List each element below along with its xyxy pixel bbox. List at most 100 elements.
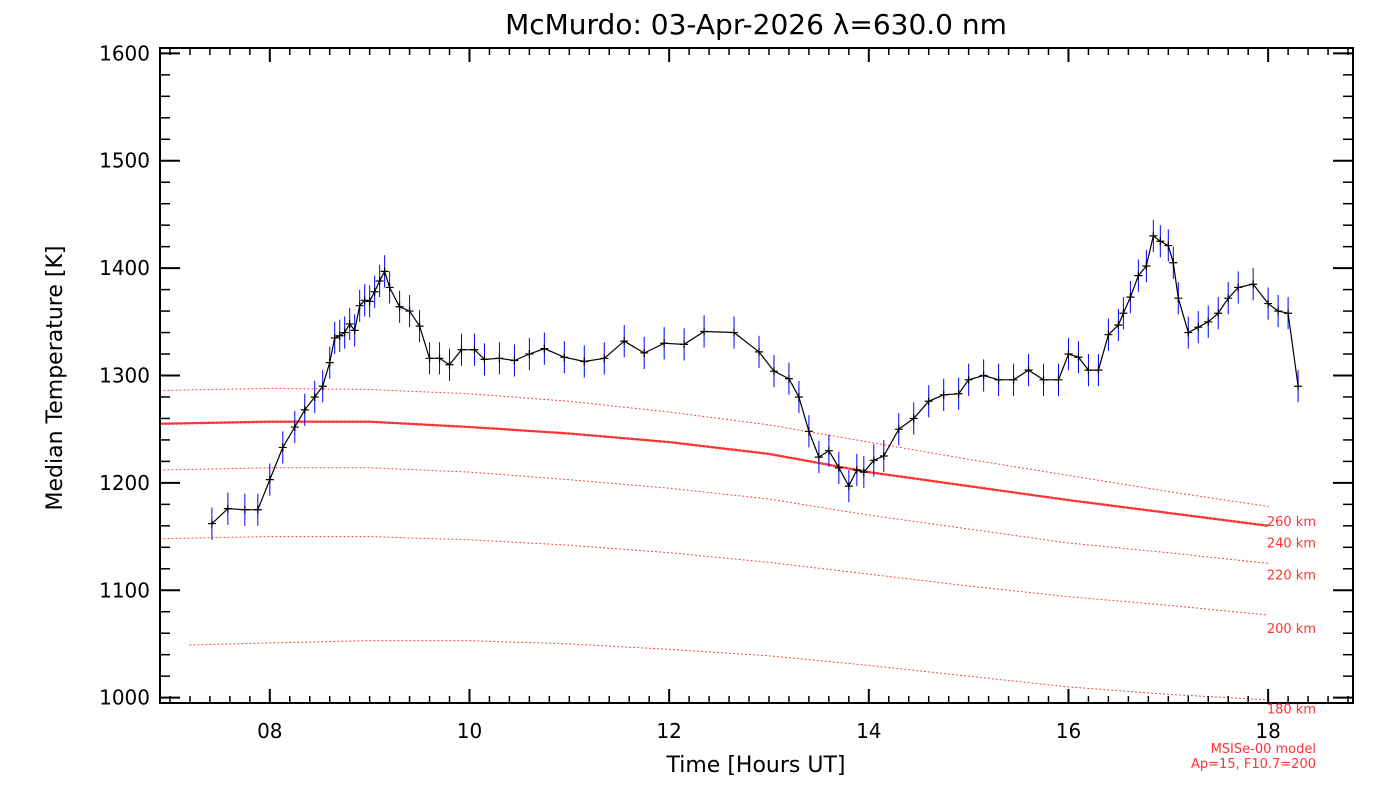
y-tick-label: 1400 xyxy=(99,256,150,280)
data-point xyxy=(318,382,327,391)
y-tick-label: 1300 xyxy=(99,364,150,388)
data-point xyxy=(278,443,287,452)
data-point xyxy=(435,354,444,363)
model-curves xyxy=(158,387,1270,701)
data-point xyxy=(954,389,963,398)
data-point xyxy=(580,357,589,366)
data-point xyxy=(924,397,933,406)
x-tick-label: 18 xyxy=(1255,719,1280,743)
x-axis-label: Time [Hours UT] xyxy=(666,753,846,778)
data-point xyxy=(1104,330,1113,339)
y-tick-label: 1500 xyxy=(99,149,150,173)
data-point xyxy=(1156,237,1165,246)
data-point xyxy=(510,356,519,365)
data-point xyxy=(335,331,344,340)
data-point xyxy=(769,367,778,376)
x-tick-label: 16 xyxy=(1056,719,1081,743)
data-point xyxy=(852,465,861,474)
y-tick-label: 1200 xyxy=(99,471,150,495)
data-point xyxy=(540,344,549,353)
model-curve-label: 200 km xyxy=(1267,622,1316,637)
data-point xyxy=(660,339,669,348)
model-curve-260-km xyxy=(159,387,1269,507)
data-point xyxy=(1249,280,1258,289)
data-point xyxy=(1064,350,1073,359)
data-point xyxy=(1214,309,1223,318)
model-note-line-2: Ap=15, F10.7=200 xyxy=(1191,757,1316,772)
data-point xyxy=(290,423,299,432)
data-point xyxy=(1294,382,1303,391)
data-point xyxy=(1074,353,1083,362)
y-tick-label: 1100 xyxy=(99,578,150,602)
data-point xyxy=(844,482,853,491)
model-curve-label: 180 km xyxy=(1267,703,1316,718)
data-point xyxy=(265,475,274,484)
data-point xyxy=(1274,307,1283,316)
model-curve-220-km xyxy=(159,467,1269,564)
x-tick-label: 14 xyxy=(856,719,881,743)
data-point xyxy=(1142,261,1151,270)
data-point xyxy=(385,283,394,292)
data-point xyxy=(1169,258,1178,267)
data-point xyxy=(1149,231,1158,240)
data-point xyxy=(964,375,973,384)
model-curve-200-km xyxy=(159,536,1269,616)
data-point xyxy=(470,345,479,354)
data-point xyxy=(495,354,504,363)
data-point xyxy=(1174,294,1183,303)
data-point xyxy=(525,350,534,359)
data-point xyxy=(1119,309,1128,318)
data-point xyxy=(1039,375,1048,384)
model-curve-180-km xyxy=(189,640,1269,701)
model-curve-label: 240 km xyxy=(1267,536,1316,551)
data-point xyxy=(207,519,216,528)
data-point xyxy=(754,347,763,356)
data-point xyxy=(1264,299,1273,308)
data-point xyxy=(325,358,334,367)
data-point xyxy=(1054,375,1063,384)
chart-title: McMurdo: 03-Apr-2026 λ=630.0 nm xyxy=(505,8,1007,41)
y-tick-label: 1000 xyxy=(99,686,150,710)
data-point xyxy=(1204,317,1213,326)
data-point xyxy=(1234,283,1243,292)
data-point xyxy=(1284,309,1293,318)
data-point xyxy=(994,375,1003,384)
temperature-line xyxy=(211,234,1299,525)
model-curve-240-km xyxy=(158,420,1270,527)
data-point xyxy=(355,301,364,310)
model-curve-label: 220 km xyxy=(1267,569,1316,584)
data-point xyxy=(859,468,868,477)
data-point xyxy=(814,453,823,462)
x-tick-label: 10 xyxy=(457,719,482,743)
data-point xyxy=(425,354,434,363)
data-point xyxy=(457,345,466,354)
data-point xyxy=(1084,366,1093,375)
data-point xyxy=(253,505,262,514)
data-point xyxy=(480,355,489,364)
data-point xyxy=(894,425,903,434)
data-point xyxy=(600,354,609,363)
data-point xyxy=(1094,366,1103,375)
data-point xyxy=(365,297,374,306)
data-point xyxy=(1114,321,1123,330)
data-point xyxy=(240,505,249,514)
data-series xyxy=(207,219,1303,540)
data-point xyxy=(680,340,689,349)
data-point xyxy=(395,302,404,311)
data-point xyxy=(730,328,739,337)
data-point xyxy=(415,322,424,331)
data-point xyxy=(405,307,414,316)
model-note-line-1: MSISe-00 model xyxy=(1211,742,1316,757)
data-point xyxy=(700,327,709,336)
data-point xyxy=(445,360,454,369)
data-point xyxy=(784,374,793,383)
data-point xyxy=(1224,294,1233,303)
data-point xyxy=(310,392,319,401)
data-point xyxy=(939,390,948,399)
model-labels: 260 km 240 km 220 km 200 km 180 km xyxy=(1267,515,1316,718)
data-point xyxy=(794,392,803,401)
plot-frame xyxy=(159,47,1354,704)
model-curve-label: 260 km xyxy=(1267,515,1316,530)
y-axis-label: Median Temperature [K] xyxy=(43,246,68,511)
data-point xyxy=(330,333,339,342)
